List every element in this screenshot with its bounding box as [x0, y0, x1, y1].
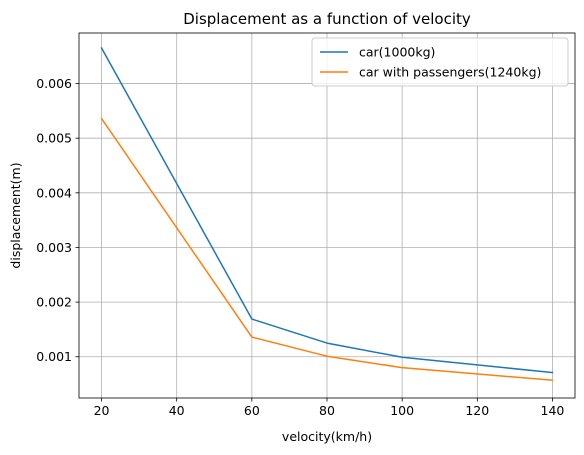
x-tick-label: 120: [465, 403, 489, 418]
legend-label-car-with-passengers: car with passengers(1240kg): [359, 65, 541, 80]
x-axis: 20 40 60 80 100 120 140: [94, 398, 565, 418]
legend-label-car: car(1000kg): [359, 45, 435, 60]
x-axis-label: velocity(km/h): [282, 429, 372, 444]
legend-box: [311, 37, 569, 87]
x-tick-label: 40: [169, 403, 185, 418]
chart-title: Displacement as a function of velocity: [183, 10, 471, 28]
y-tick-label: 0.004: [36, 185, 72, 200]
y-tick-label: 0.006: [36, 76, 72, 91]
x-tick-label: 20: [94, 403, 110, 418]
x-tick-label: 80: [319, 403, 335, 418]
x-tick-label: 140: [541, 403, 565, 418]
y-tick-label: 0.003: [36, 240, 72, 255]
y-axis: 0.001 0.002 0.003 0.004 0.005 0.006: [36, 76, 79, 364]
y-axis-label: displacement(m): [8, 162, 23, 268]
series-line-1: [100, 117, 554, 382]
grid: [79, 33, 575, 398]
y-tick-label: 0.005: [36, 131, 72, 146]
legend: car(1000kg) car with passengers(1240kg): [311, 37, 569, 87]
x-tick-label: 60: [244, 403, 260, 418]
series-lines: [100, 47, 554, 382]
y-tick-label: 0.001: [36, 349, 72, 364]
y-tick-label: 0.002: [36, 295, 72, 310]
series-line-0: [100, 47, 554, 374]
x-tick-label: 100: [390, 403, 414, 418]
